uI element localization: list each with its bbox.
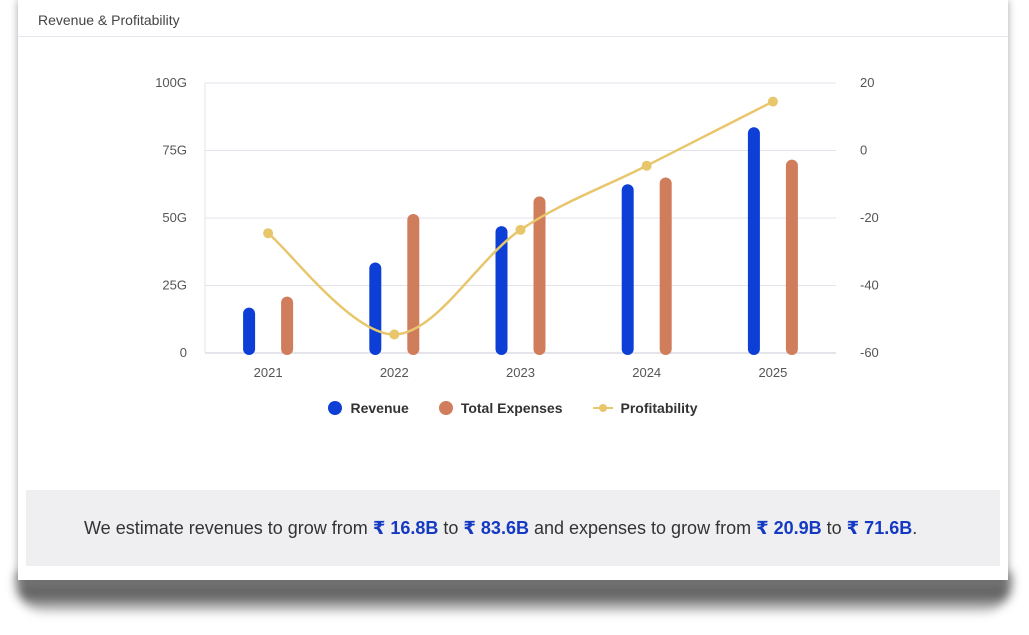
summary-to-1: to bbox=[438, 517, 464, 538]
summary-text: We estimate revenues to grow from ₹ 16.8… bbox=[54, 497, 917, 560]
expenses-from-value: ₹ 20.9B bbox=[756, 517, 822, 538]
profitability-line bbox=[267, 100, 774, 336]
profitability-point bbox=[263, 228, 274, 239]
revenue-bar bbox=[621, 184, 634, 355]
expenses-to-value: ₹ 71.6B bbox=[846, 517, 913, 538]
revenue-bar bbox=[369, 262, 382, 355]
expenses-bar bbox=[281, 296, 294, 355]
revenue-dot-icon bbox=[328, 401, 343, 415]
legend-item-profitability[interactable]: Profitability bbox=[592, 400, 698, 416]
summary-suffix: . bbox=[912, 517, 918, 538]
y-tick-right: -20 bbox=[860, 210, 879, 225]
profitability-point bbox=[515, 224, 526, 235]
revenue-profitability-card: Revenue & Profitability 0 25G 50G 75G 100G -6… bbox=[18, 0, 1008, 580]
y-tick-right: -40 bbox=[860, 278, 879, 293]
profitability-line-icon bbox=[592, 401, 613, 415]
revenue-from-value: ₹ 16.8B bbox=[372, 517, 439, 538]
revenue-bar bbox=[495, 226, 508, 355]
expenses-bar bbox=[533, 196, 546, 355]
card-title: Revenue & Profitability bbox=[38, 12, 180, 28]
card-header: Revenue & Profitability bbox=[18, 0, 1008, 37]
summary-to-2: to bbox=[821, 517, 847, 538]
summary-prefix: We estimate revenues to grow from bbox=[84, 517, 373, 538]
y-tick-left: 25G bbox=[162, 278, 187, 293]
y-tick-right: 0 bbox=[860, 143, 867, 158]
y-tick-left: 75G bbox=[162, 143, 187, 158]
x-tick: 2023 bbox=[506, 365, 535, 380]
chart-legend: Revenue Total Expenses Profitability bbox=[18, 400, 1008, 416]
summary-middle: and expenses to grow from bbox=[528, 517, 757, 538]
y-tick-left: 50G bbox=[162, 210, 187, 225]
profitability-point bbox=[767, 96, 778, 107]
y-tick-left: 0 bbox=[180, 345, 187, 360]
legend-label-profitability: Profitability bbox=[620, 400, 698, 416]
revenue-profitability-chart: 0 25G 50G 75G 100G -60 -40 -20 0 20 2021 2022 2023 20… bbox=[155, 75, 879, 380]
expenses-bar bbox=[407, 213, 420, 355]
summary-box: We estimate revenues to grow from ₹ 16.8… bbox=[26, 490, 1000, 566]
expenses-bar bbox=[785, 159, 798, 355]
expenses-bar bbox=[659, 177, 672, 355]
x-tick: 2021 bbox=[254, 365, 283, 380]
x-tick: 2024 bbox=[632, 365, 661, 380]
revenue-bar bbox=[747, 127, 760, 355]
profitability-point bbox=[389, 329, 400, 340]
y-tick-right: -60 bbox=[860, 345, 879, 360]
profitability-point bbox=[641, 160, 652, 171]
y-tick-right: 20 bbox=[860, 75, 874, 90]
revenue-bar bbox=[243, 307, 256, 355]
legend-item-expenses[interactable]: Total Expenses bbox=[438, 400, 563, 416]
legend-label-revenue: Revenue bbox=[350, 400, 409, 416]
revenue-to-value: ₹ 83.6B bbox=[463, 517, 529, 538]
expenses-dot-icon bbox=[438, 401, 453, 415]
x-tick: 2025 bbox=[758, 365, 787, 380]
x-tick: 2022 bbox=[380, 365, 409, 380]
legend-item-revenue[interactable]: Revenue bbox=[328, 400, 409, 416]
legend-label-expenses: Total Expenses bbox=[460, 400, 563, 416]
y-tick-left: 100G bbox=[155, 75, 187, 90]
